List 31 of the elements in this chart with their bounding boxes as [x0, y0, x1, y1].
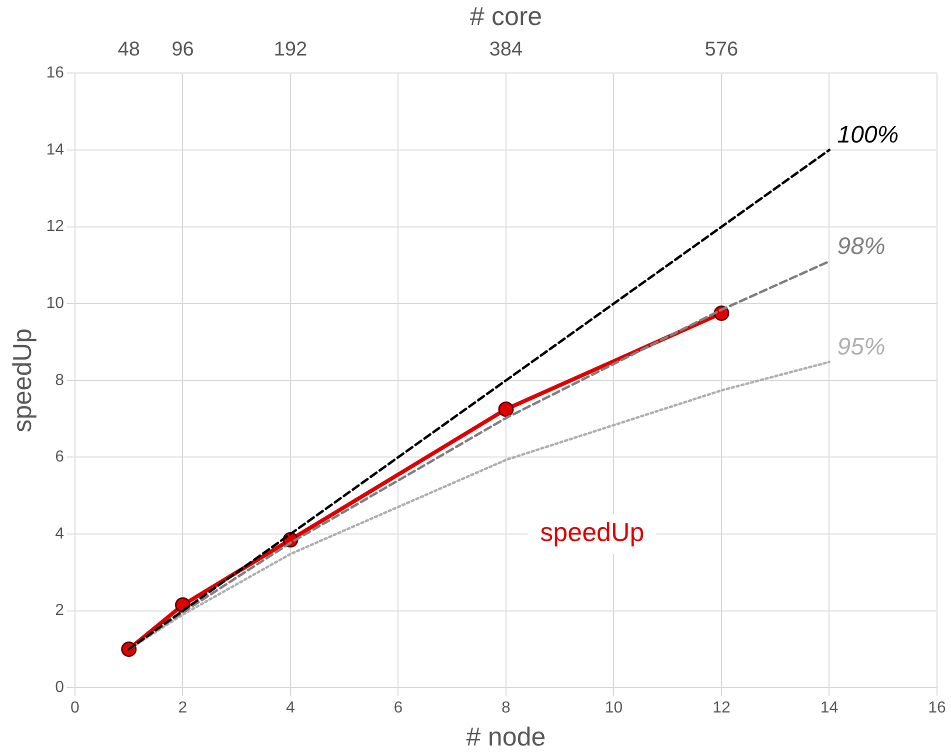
y-tick-label: 14	[46, 141, 64, 158]
y-tick-label: 2	[55, 602, 64, 620]
x-tick-label: 0	[70, 700, 80, 717]
x-tick-label: 2	[178, 700, 188, 717]
x-axis-title: # node	[466, 722, 546, 752]
y-tick-label: 10	[46, 295, 64, 312]
series-label: 100%	[837, 122, 899, 149]
x-tick-label: 10	[604, 700, 623, 717]
text: speedUp	[540, 517, 644, 548]
y-tick-label: 6	[55, 448, 64, 466]
x-tick-label: 12	[712, 700, 730, 717]
x2-tick-label: 192	[274, 38, 308, 61]
series-label: 95%	[837, 334, 886, 361]
x2-tick-label: 384	[489, 38, 523, 61]
y-tick-label: 12	[46, 218, 64, 236]
x-tick-label: 8	[502, 700, 511, 717]
x2-tick-label: 576	[704, 38, 738, 61]
x2-tick-label: 96	[172, 38, 194, 61]
y-tick-label: 16	[46, 64, 64, 82]
x-tick-label: 16	[928, 700, 946, 717]
point	[498, 401, 514, 417]
x-tick-label: 4	[286, 700, 296, 717]
x-tick-label: 14	[820, 700, 838, 717]
x-tick-label: 6	[394, 700, 403, 717]
x2-axis-title: # core	[470, 0, 542, 31]
y-tick-label: 8	[55, 372, 64, 389]
y-axis-title: speedUp	[6, 328, 37, 432]
x2-tick-label: 48	[118, 38, 140, 61]
y-tick-label: 0	[55, 679, 64, 696]
series-label: 98%	[837, 233, 886, 260]
y-tick-label: 4	[55, 525, 64, 542]
